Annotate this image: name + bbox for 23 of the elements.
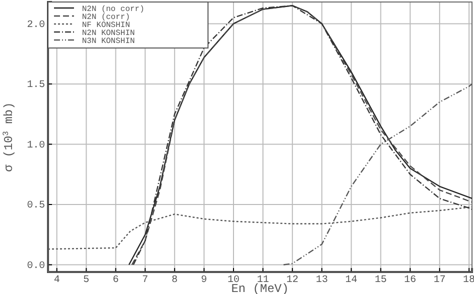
x-tick-label: 5 (83, 275, 90, 286)
legend-label: N3N KONSHIN (82, 37, 136, 46)
y-tick-label: 2.0 (26, 20, 45, 31)
y-tick-label: 0.5 (26, 200, 45, 212)
x-tick-label: 7 (142, 275, 148, 286)
x-tick-label: 6 (112, 275, 119, 286)
x-tick-label: 17 (434, 275, 446, 286)
x-tick-label: 14 (345, 275, 358, 286)
y-tick-label: 1.5 (26, 80, 45, 92)
x-tick-label: 9 (201, 275, 208, 286)
legend-label: N2N (no corr) (82, 5, 144, 14)
y-tick-label: 0.0 (26, 260, 45, 272)
x-tick-label: 8 (172, 275, 178, 286)
y-tick-label: 1.0 (26, 140, 45, 152)
x-tick-label: 16 (404, 275, 416, 286)
x-tick-label: 12 (286, 275, 298, 286)
x-tick-label: 13 (316, 275, 328, 286)
legend-label: N2N KONSHIN (82, 29, 136, 38)
legend-label: N2N (corr) (82, 13, 130, 22)
x-tick-label: 18 (463, 275, 474, 286)
x-tick-label: 15 (374, 275, 387, 286)
legend-label: NF KONSHIN (82, 21, 130, 30)
x-tick-label: 4 (54, 275, 60, 286)
